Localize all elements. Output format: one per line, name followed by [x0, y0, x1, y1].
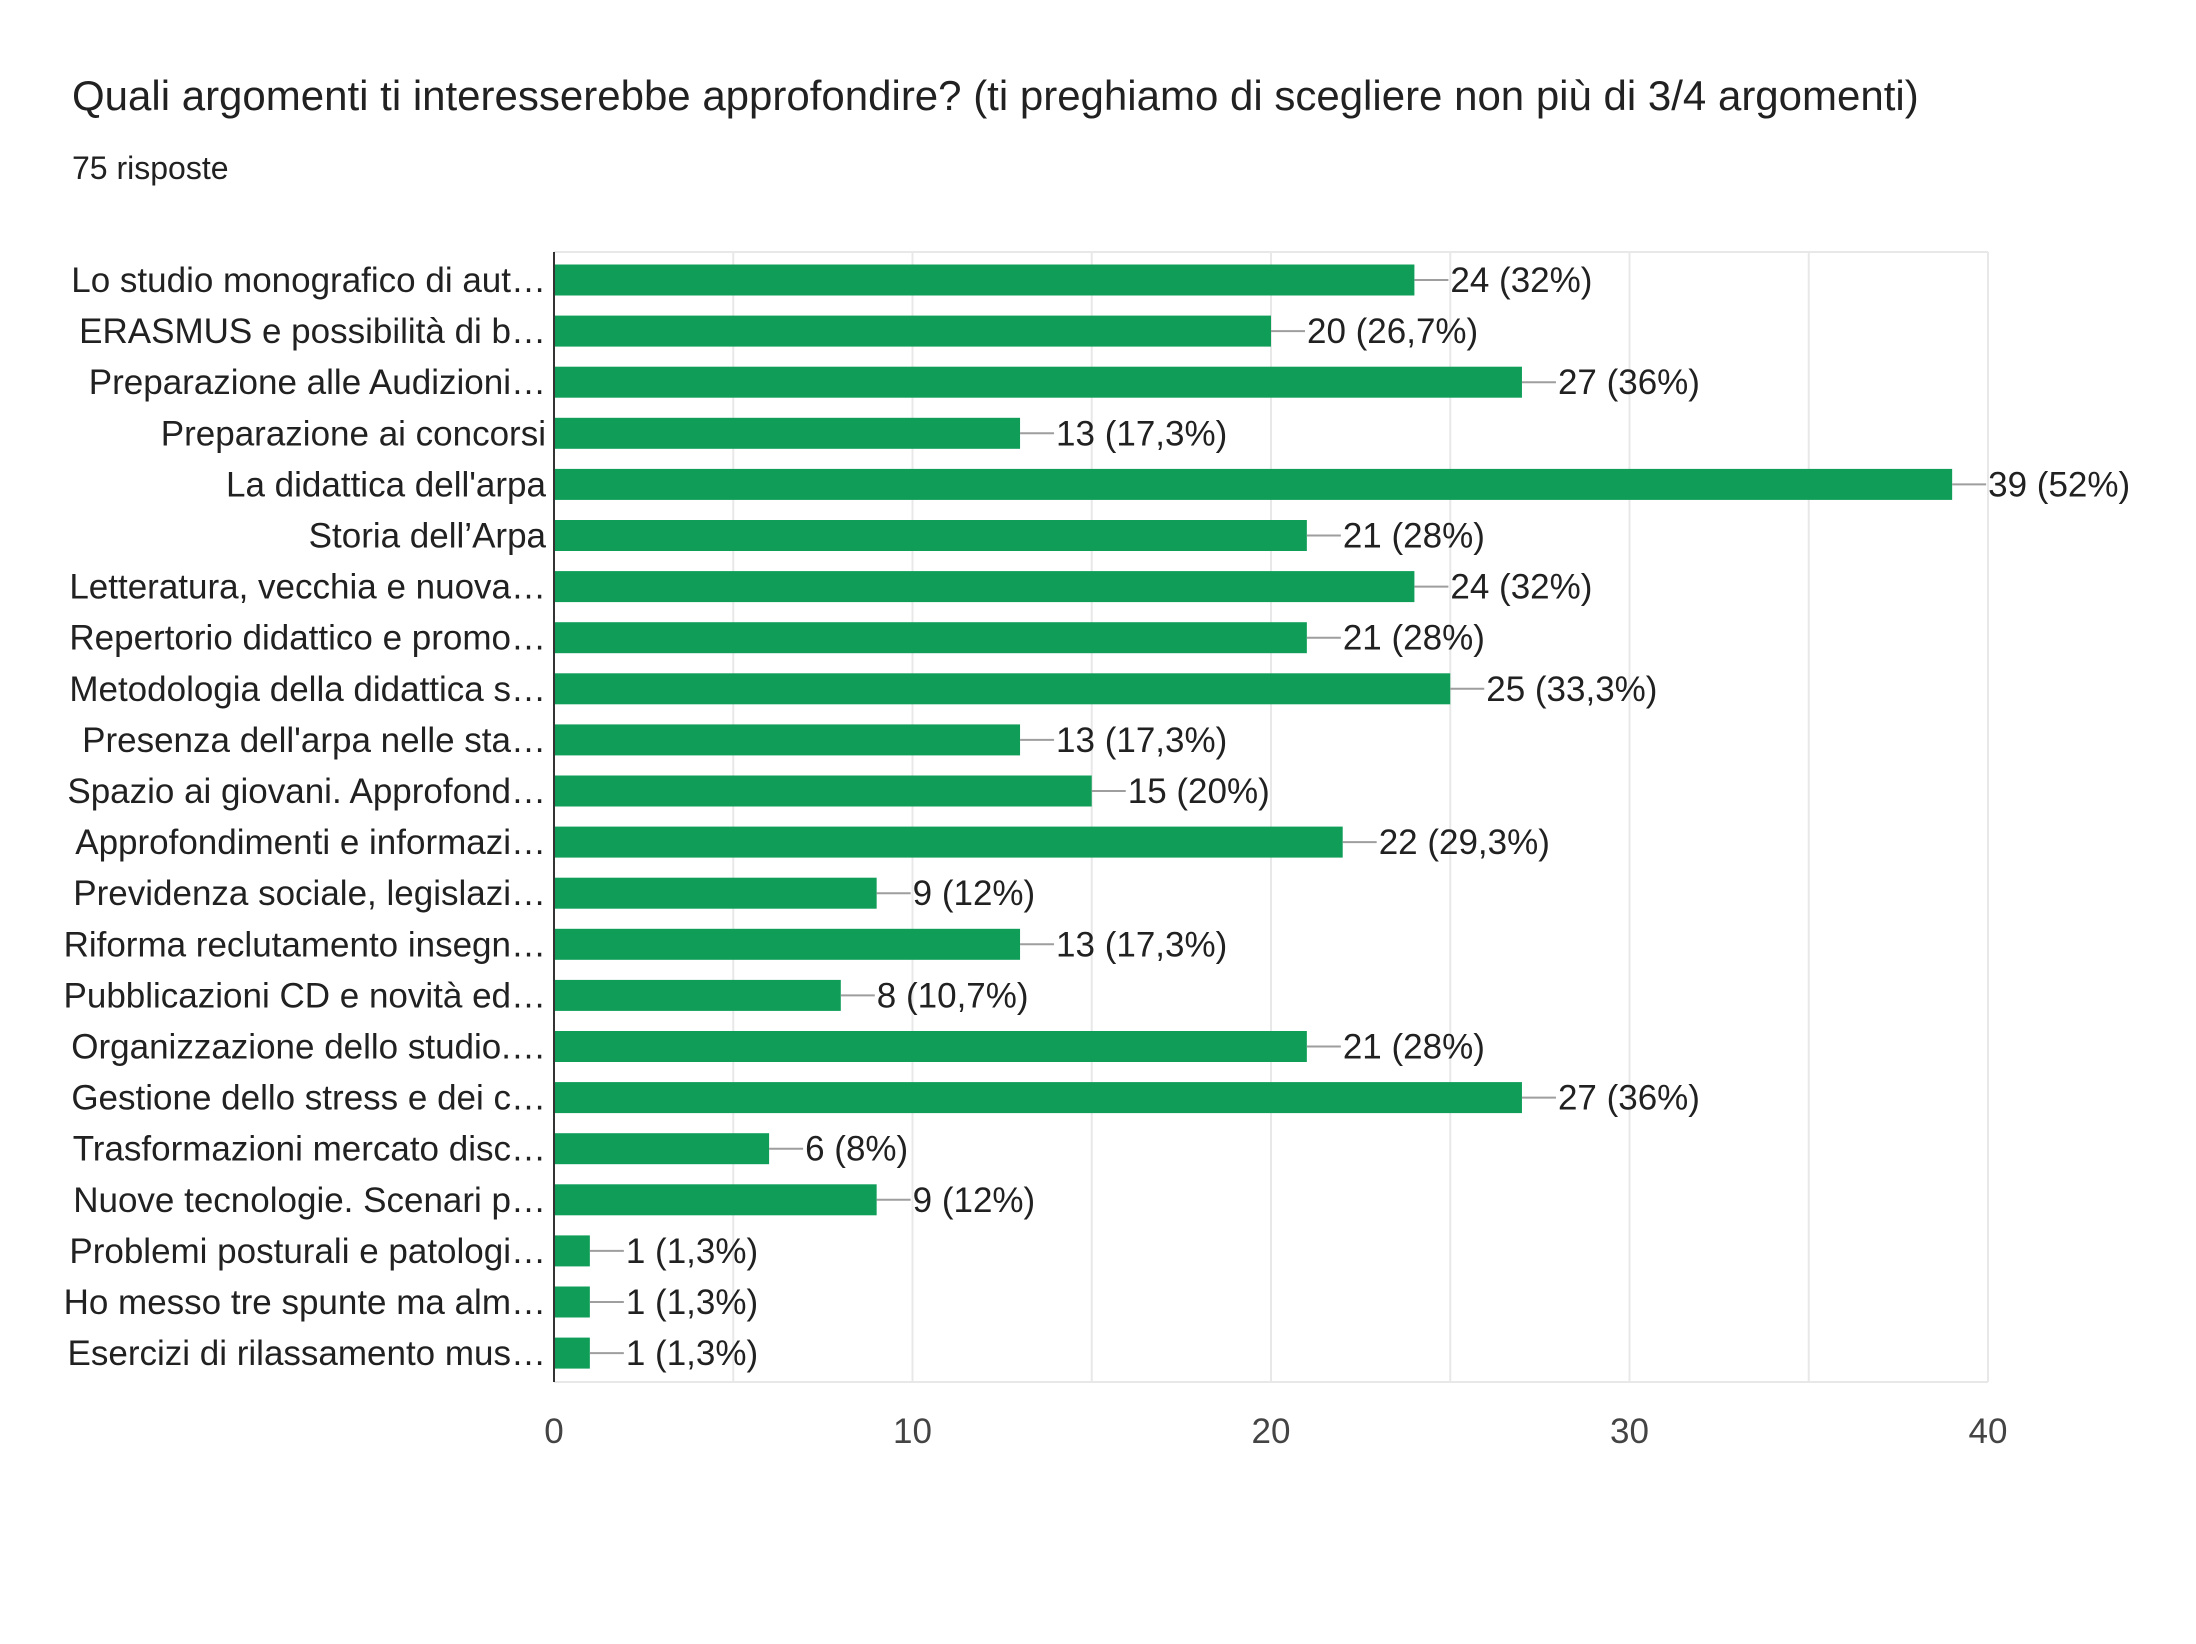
bar	[554, 1133, 770, 1165]
data-label: 6 (8%)	[805, 1130, 908, 1169]
data-label: 20 (26,7%)	[1307, 312, 1478, 351]
bar	[554, 877, 877, 909]
data-label: 13 (17,3%)	[1056, 925, 1227, 964]
category-label: Ho messo tre spunte ma alm…	[64, 1283, 546, 1322]
category-label: Lo studio monografico di aut…	[71, 261, 546, 300]
x-tick-label: 30	[1610, 1412, 1649, 1451]
category-label: Letteratura, vecchia e nuova…	[69, 568, 546, 607]
category-label: Approfondimenti e informazi…	[75, 823, 546, 862]
bar	[554, 264, 1415, 296]
category-label: ERASMUS e possibilità di b…	[79, 312, 546, 351]
category-label: Preparazione ai concorsi	[161, 414, 546, 453]
data-label: 27 (36%)	[1558, 363, 1700, 402]
category-labels: Lo studio monografico di aut… ERASMUS e p…	[64, 261, 547, 1373]
category-label: La didattica dell'arpa	[226, 465, 546, 504]
data-label: 21 (28%)	[1343, 1028, 1485, 1067]
data-label: 13 (17,3%)	[1056, 721, 1227, 760]
bar	[554, 417, 1021, 449]
x-tick-label: 0	[544, 1412, 563, 1451]
category-label: Previdenza sociale, legislazi…	[73, 874, 546, 913]
bar	[554, 571, 1415, 603]
category-label: Metodologia della didattica s…	[69, 670, 546, 709]
category-label: Riforma reclutamento insegn…	[64, 925, 546, 964]
bar	[554, 1337, 590, 1369]
category-label: Pubblicazioni CD e novità ed…	[64, 976, 546, 1015]
x-tick-label: 40	[1969, 1412, 2008, 1451]
bar	[554, 622, 1307, 654]
category-label: Preparazione alle Audizioni…	[89, 363, 546, 402]
bar	[554, 1031, 1307, 1062]
data-label: 27 (36%)	[1558, 1079, 1700, 1118]
bar	[554, 775, 1092, 807]
category-label: Gestione dello stress e dei c…	[71, 1079, 546, 1118]
category-label: Trasformazioni mercato disc…	[73, 1130, 546, 1169]
bar	[554, 315, 1271, 347]
data-label: 21 (28%)	[1343, 619, 1485, 658]
data-label: 1 (1,3%)	[626, 1283, 758, 1322]
bar	[554, 520, 1307, 551]
bar	[554, 673, 1451, 705]
data-labels: 24 (32%) 20 (26,7%) 27 (36%) 13 (17,3%) 39 (…	[589, 261, 2130, 1373]
data-label: 22 (29,3%)	[1379, 823, 1550, 862]
x-tick-label: 20	[1252, 1412, 1291, 1451]
response-count: 75 risposte	[72, 150, 229, 186]
category-label: Spazio ai giovani. Approfond…	[67, 772, 546, 811]
data-label: 21 (28%)	[1343, 517, 1485, 556]
category-label: Repertorio didattico e promo…	[69, 619, 546, 658]
data-label: 24 (32%)	[1450, 261, 1592, 300]
bar	[554, 468, 1953, 500]
data-label: 1 (1,3%)	[626, 1334, 758, 1373]
category-label: Storia dell’Arpa	[309, 517, 547, 556]
data-label: 25 (33,3%)	[1486, 670, 1657, 709]
data-label: 15 (20%)	[1128, 772, 1270, 811]
chart-title: Quali argomenti ti interesserebbe approf…	[72, 72, 1919, 119]
data-label: 39 (52%)	[1988, 465, 2130, 504]
bar	[554, 724, 1021, 756]
category-label: Esercizi di rilassamento mus…	[68, 1334, 546, 1373]
data-label: 9 (12%)	[913, 874, 1036, 913]
data-label: 9 (12%)	[913, 1181, 1036, 1220]
bar	[554, 928, 1021, 960]
data-label: 8 (10,7%)	[877, 976, 1029, 1015]
bar	[554, 1235, 590, 1267]
data-label: 13 (17,3%)	[1056, 414, 1227, 453]
bar	[554, 366, 1522, 398]
category-label: Presenza dell'arpa nelle sta…	[82, 721, 546, 760]
category-label: Nuove tecnologie. Scenari p…	[73, 1181, 546, 1220]
x-tick-label: 10	[893, 1412, 932, 1451]
bar	[554, 1184, 877, 1216]
bar	[554, 826, 1343, 858]
data-label: 1 (1,3%)	[626, 1232, 758, 1271]
bar	[554, 1286, 590, 1318]
data-label: 24 (32%)	[1450, 568, 1592, 607]
category-label: Organizzazione dello studio.…	[71, 1028, 546, 1067]
bars	[554, 264, 1953, 1369]
bar	[554, 1082, 1522, 1114]
gridlines	[553, 251, 1989, 1383]
category-label: Problemi posturali e patologi…	[69, 1232, 546, 1271]
bar	[554, 979, 841, 1011]
x-axis-ticks: 0 10 20 30 40	[544, 1412, 2007, 1451]
